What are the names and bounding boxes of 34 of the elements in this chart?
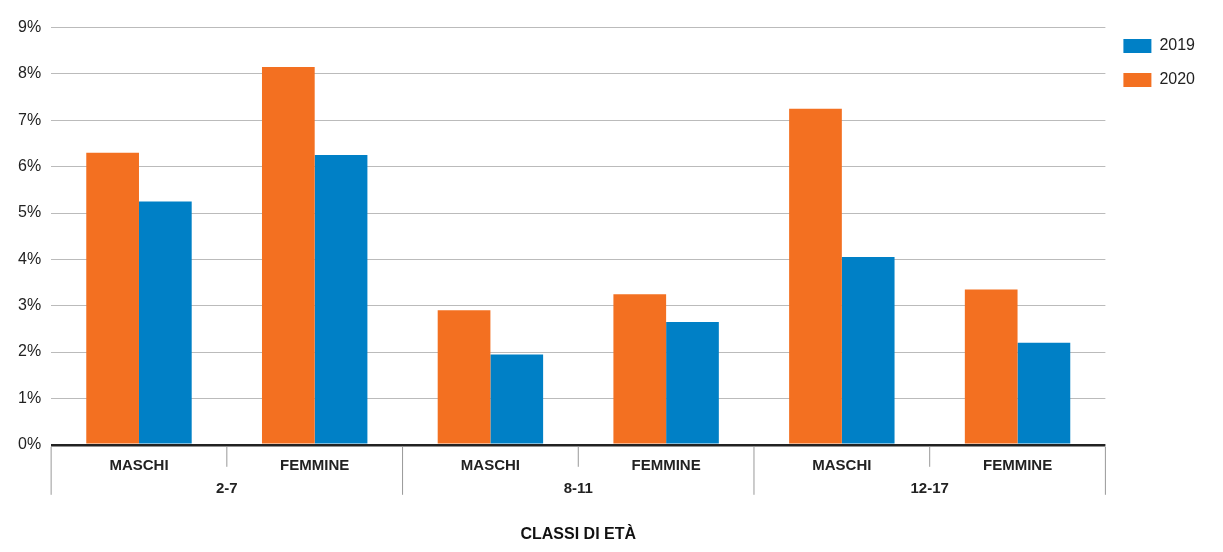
y-tick-label: 5% — [18, 203, 42, 221]
bar — [314, 155, 368, 444]
legend-label: 2020 — [1159, 70, 1196, 88]
y-tick-label: 8% — [18, 64, 42, 82]
y-tick-label: 3% — [18, 296, 42, 314]
bar — [789, 108, 842, 444]
y-tick-label: 1% — [18, 388, 42, 406]
y-tick-label: 6% — [18, 157, 42, 175]
y-tick-label: 9% — [18, 18, 42, 36]
legend-label: 2019 — [1159, 36, 1196, 54]
x-tick-label: MASCHI — [109, 455, 169, 473]
x-tick-label: FEMMINE — [280, 455, 350, 473]
x-tick-label: FEMMINE — [631, 455, 701, 473]
y-tick-label: 7% — [18, 110, 42, 128]
y-tick-label: 4% — [18, 249, 42, 267]
bar — [261, 67, 315, 444]
text: 2-7 — [215, 478, 238, 496]
bar — [490, 354, 544, 444]
bar — [964, 289, 1018, 444]
y-tick-label: 2% — [18, 342, 42, 360]
x-tick-label: MASCHI — [460, 455, 520, 473]
text: 12-17 — [910, 478, 949, 496]
y-tick-label: 0% — [18, 435, 42, 453]
bar — [86, 152, 139, 444]
bar — [437, 310, 491, 444]
x-tick-label: MASCHI — [812, 455, 872, 473]
bar — [666, 321, 719, 444]
text: 8-11 — [563, 478, 593, 496]
x-tick-label: FEMMINE — [982, 455, 1053, 473]
bar — [613, 294, 667, 444]
bar — [138, 201, 192, 444]
x-axis-title: CLASSI DI ETÀ — [520, 523, 637, 542]
bar — [1017, 342, 1071, 444]
bar — [841, 257, 895, 444]
